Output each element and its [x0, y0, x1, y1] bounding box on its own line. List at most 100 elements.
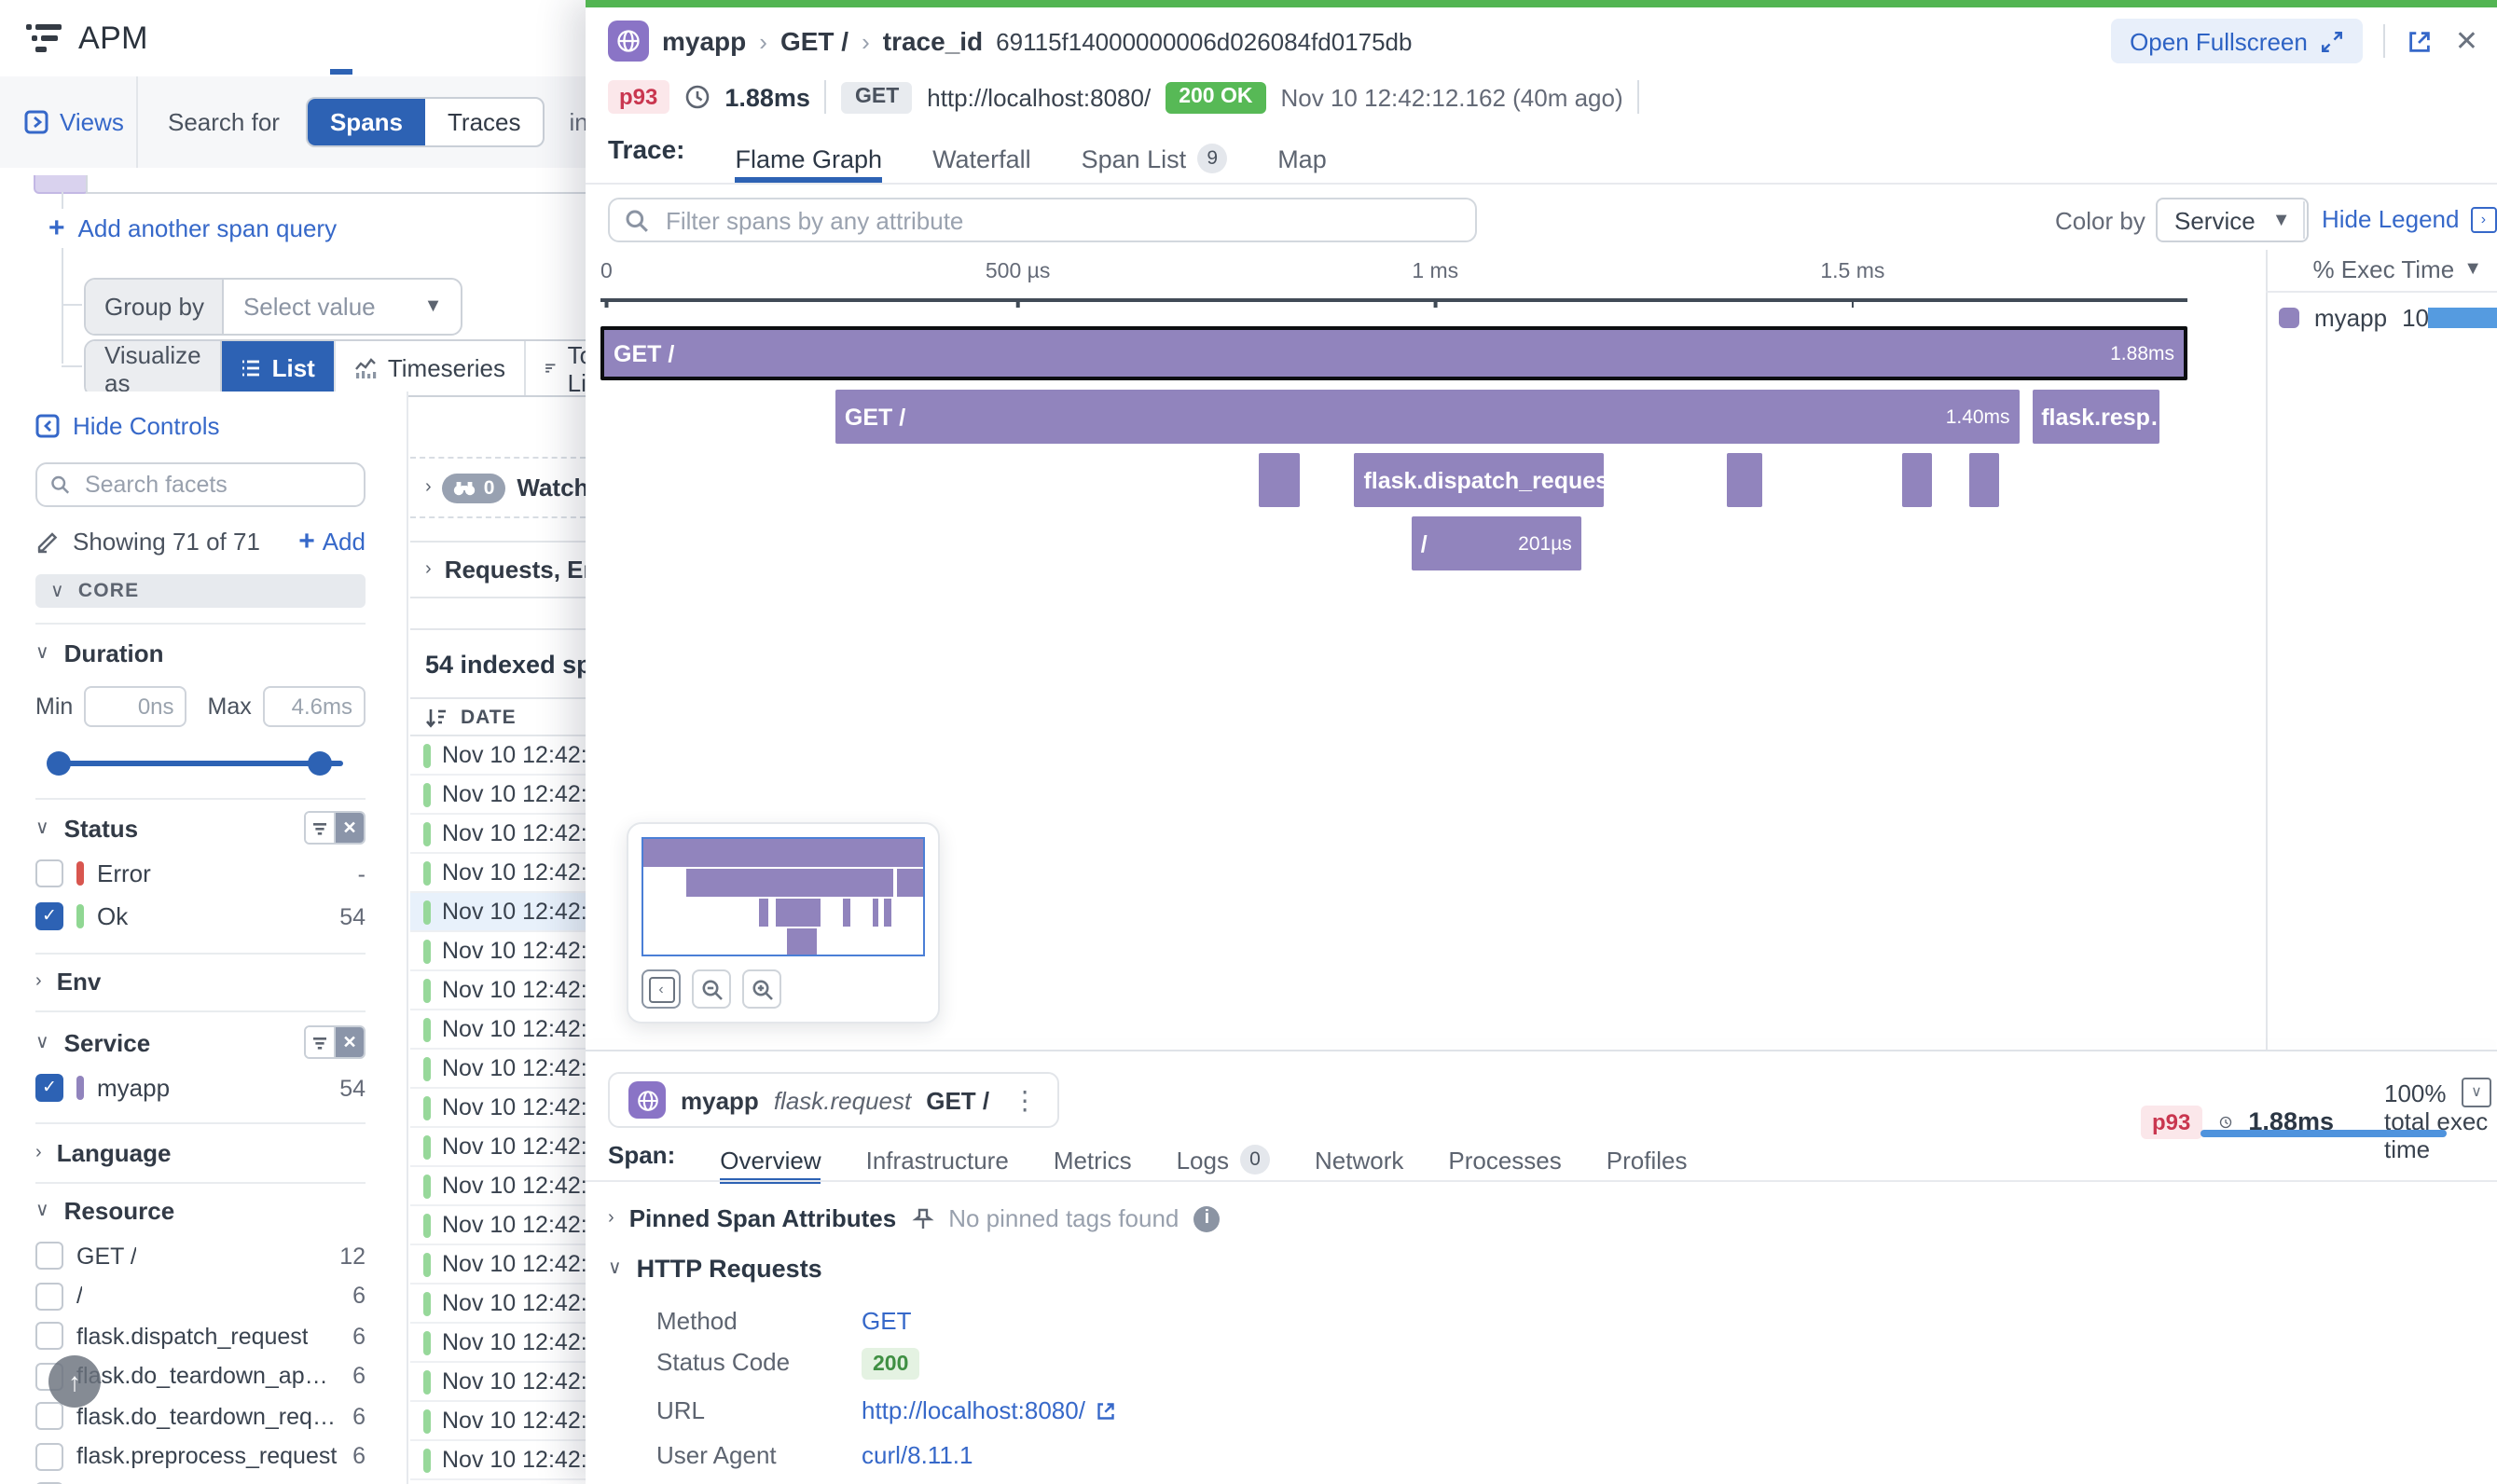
- span-row[interactable]: Nov 10 12:42:12.1: [410, 1441, 586, 1480]
- facet-duration-header[interactable]: ∨ Duration: [35, 639, 366, 667]
- span-tab[interactable]: Infrastructure: [866, 1141, 1009, 1178]
- span-row[interactable]: Nov 10 12:42:12.1: [410, 1245, 586, 1285]
- facet-resource-header[interactable]: ∨ Resource: [35, 1197, 366, 1225]
- flame-span-bar[interactable]: [1727, 453, 1762, 507]
- span-tab[interactable]: Network: [1315, 1141, 1403, 1178]
- span-row[interactable]: Nov 10 12:42:12.1: [410, 893, 586, 932]
- facet-checkbox-row[interactable]: ✓ Error -: [35, 859, 366, 887]
- url-value[interactable]: http://localhost:8080/: [862, 1396, 1117, 1424]
- zoom-out-button[interactable]: [692, 969, 731, 1009]
- flame-span-bar[interactable]: GET / 1.88ms: [600, 326, 2187, 380]
- http-requests-header[interactable]: ∨ HTTP Requests: [608, 1255, 822, 1283]
- facet-search-input[interactable]: [80, 470, 351, 500]
- facet-language-header[interactable]: › Language: [35, 1139, 366, 1167]
- checkbox[interactable]: ✓: [35, 1074, 63, 1102]
- span-filter-input[interactable]: [662, 204, 1460, 236]
- toggle-spans[interactable]: Spans: [307, 99, 425, 145]
- trace-tab[interactable]: Flame Graph: [735, 134, 882, 183]
- apm-brand[interactable]: APM: [26, 20, 148, 57]
- clear-filter-button[interactable]: ✕: [336, 1027, 364, 1057]
- kebab-menu-icon[interactable]: ⋮: [1012, 1084, 1039, 1114]
- facet-status-header[interactable]: ∨ Status ✕: [35, 811, 366, 845]
- external-link-icon[interactable]: [2407, 27, 2435, 55]
- checkbox[interactable]: ✓: [35, 1242, 63, 1271]
- flame-span-bar[interactable]: [1969, 453, 1999, 507]
- span-row[interactable]: Nov 10 12:42:12.1: [410, 736, 586, 776]
- exec-time-header[interactable]: % Exec Time ▼: [2273, 255, 2482, 283]
- facet-checkbox-row[interactable]: ✓ flask.preprocess_request 6: [35, 1436, 366, 1477]
- watchdog-section[interactable]: › 0 Watch: [410, 457, 586, 518]
- span-row[interactable]: Nov 10 12:42:12.1: [410, 815, 586, 854]
- slider-knob-min[interactable]: [47, 751, 71, 776]
- span-tab[interactable]: Overview: [720, 1141, 822, 1184]
- span-tab[interactable]: Profiles: [1607, 1141, 1688, 1178]
- facet-checkbox-row[interactable]: ✓ GET / 12: [35, 1236, 366, 1276]
- span-row[interactable]: Nov 10 12:42:12.1: [410, 1363, 586, 1402]
- breadcrumb-resource[interactable]: GET /: [779, 26, 849, 56]
- span-tab[interactable]: Logs 0: [1177, 1141, 1270, 1178]
- checkbox[interactable]: ✓: [35, 1322, 63, 1351]
- add-span-query-button[interactable]: + Add another span query: [48, 209, 338, 248]
- hide-controls-button[interactable]: Hide Controls: [35, 412, 366, 440]
- checkbox[interactable]: ✓: [35, 902, 63, 930]
- selected-span-card[interactable]: myapp flask.request GET / ⋮: [608, 1072, 1059, 1128]
- trace-tab[interactable]: Waterfall: [932, 134, 1031, 183]
- trace-id-value[interactable]: 69115f14000000006d026084fd0175db: [996, 27, 1413, 55]
- span-row[interactable]: Nov 10 12:42:12.1: [410, 971, 586, 1010]
- facet-env-header[interactable]: › Env: [35, 968, 366, 996]
- facet-checkbox-row[interactable]: ✓ flask.dispatch_request 6: [35, 1316, 366, 1356]
- collapse-detail-button[interactable]: ∨: [2462, 1078, 2491, 1107]
- slider-track[interactable]: [54, 761, 343, 766]
- facet-service-header[interactable]: ∨ Service ✕: [35, 1025, 366, 1059]
- url-link[interactable]: http://localhost:8080/: [862, 1396, 1085, 1424]
- date-column-header[interactable]: DATE: [410, 697, 586, 736]
- flame-span-bar[interactable]: flask.resp…: [2032, 390, 2159, 444]
- minimap-collapse-button[interactable]: ‹: [641, 969, 681, 1009]
- span-filter[interactable]: [608, 198, 1477, 242]
- viz-toplist-button[interactable]: Top List: [526, 341, 589, 395]
- percentile-badge[interactable]: p93: [2141, 1105, 2202, 1138]
- minimap-thumbnail[interactable]: [641, 837, 925, 956]
- viz-timeseries-button[interactable]: Timeseries: [336, 341, 527, 395]
- toggle-traces[interactable]: Traces: [448, 108, 521, 136]
- breadcrumb-service[interactable]: myapp: [662, 26, 747, 56]
- slider-knob-max[interactable]: [308, 751, 332, 776]
- add-facet-button[interactable]: + Add: [298, 526, 366, 557]
- span-row[interactable]: Nov 10 12:42:12.1: [410, 1480, 586, 1484]
- span-row[interactable]: Nov 10 12:42:12.1: [410, 1167, 586, 1206]
- flame-span-bar[interactable]: / 201µs: [1411, 516, 1581, 570]
- facet-checkbox-row[interactable]: ✓ flask.do_teardown_request 6: [35, 1396, 366, 1436]
- min-input[interactable]: 0ns: [84, 686, 187, 727]
- close-icon[interactable]: ✕: [2454, 26, 2478, 58]
- checkbox[interactable]: ✓: [35, 1442, 63, 1471]
- span-row[interactable]: Nov 10 12:42:12.1: [410, 776, 586, 815]
- span-row[interactable]: Nov 10 12:42:12.1: [410, 1089, 586, 1128]
- max-input[interactable]: 4.6ms: [262, 686, 366, 727]
- pinned-attributes-row[interactable]: › Pinned Span Attributes No pinned tags …: [608, 1204, 1221, 1232]
- facet-checkbox-row[interactable]: ✓ flask.process_response 6: [35, 1477, 366, 1484]
- color-by-select[interactable]: Service ▼: [2156, 198, 2310, 242]
- facet-checkbox-row[interactable]: ✓ Ok 54: [35, 902, 366, 930]
- open-fullscreen-button[interactable]: Open Fullscreen: [2111, 19, 2364, 63]
- filter-icon-button[interactable]: [306, 813, 336, 843]
- facet-group-core[interactable]: ∨ CORE: [35, 574, 366, 608]
- query-input-remnant[interactable]: [86, 175, 589, 194]
- user-agent-value[interactable]: curl/8.11.1: [862, 1441, 973, 1469]
- span-row[interactable]: Nov 10 12:42:12.1: [410, 854, 586, 893]
- trace-tab[interactable]: Span List 9: [1082, 134, 1228, 183]
- viz-list-button[interactable]: List: [221, 341, 336, 395]
- facet-checkbox-row[interactable]: ✓ / 6: [35, 1276, 366, 1316]
- group-by-select[interactable]: Select value ▼: [225, 280, 461, 334]
- flame-span-bar[interactable]: GET / 1.40ms: [835, 390, 2020, 444]
- span-row[interactable]: Nov 10 12:42:12.1: [410, 1010, 586, 1050]
- flame-span-bar[interactable]: flask.dispatch_request: [1354, 453, 1604, 507]
- zoom-in-button[interactable]: [742, 969, 781, 1009]
- span-tab[interactable]: Processes: [1448, 1141, 1561, 1178]
- filter-icon-button[interactable]: [306, 1027, 336, 1057]
- hide-legend-button[interactable]: Hide Legend ›: [2322, 205, 2497, 233]
- method-value[interactable]: GET: [862, 1307, 912, 1335]
- span-tab[interactable]: Metrics: [1054, 1141, 1132, 1178]
- checkbox[interactable]: ✓: [35, 859, 63, 887]
- span-row[interactable]: Nov 10 12:42:12.1: [410, 1285, 586, 1324]
- span-row[interactable]: Nov 10 12:42:12.1: [410, 1050, 586, 1089]
